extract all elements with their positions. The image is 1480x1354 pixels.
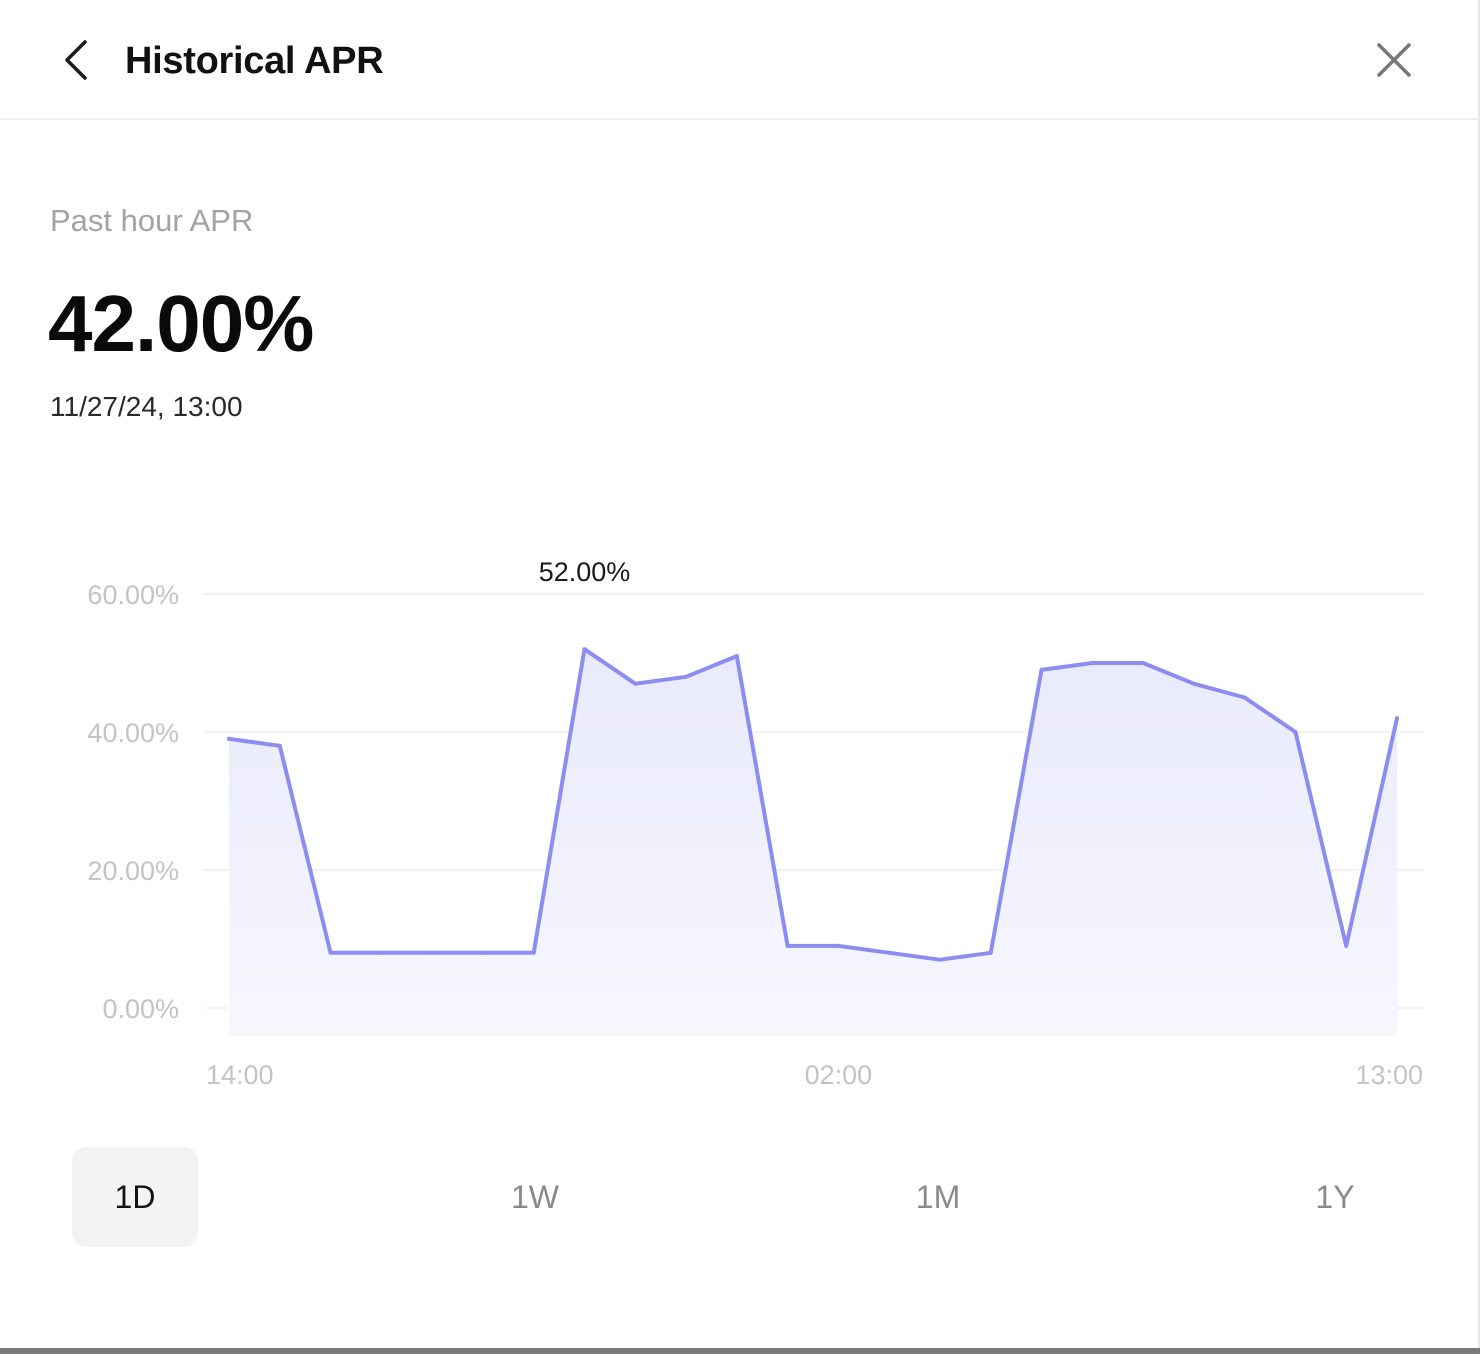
past-hour-apr-label: Past hour APR: [50, 203, 254, 238]
y-tick-label: 40.00%: [87, 718, 179, 748]
x-tick-label: 02:00: [805, 1060, 873, 1090]
data-point[interactable]: [531, 950, 536, 955]
data-point[interactable]: [887, 950, 892, 955]
data-point[interactable]: [988, 950, 993, 955]
data-point[interactable]: [684, 674, 689, 679]
y-tick-label: 60.00%: [87, 580, 179, 610]
close-icon: [1377, 43, 1411, 77]
data-point[interactable]: [785, 943, 790, 948]
data-point[interactable]: [277, 743, 282, 748]
x-tick-label: 13:00: [1355, 1060, 1423, 1090]
data-point[interactable]: [582, 647, 587, 652]
data-point[interactable]: [328, 950, 333, 955]
range-1y-button[interactable]: 1Y: [1315, 1178, 1355, 1215]
bottom-border: [0, 1348, 1480, 1354]
data-point[interactable]: [836, 943, 841, 948]
data-point[interactable]: [1242, 695, 1247, 700]
data-point[interactable]: [1141, 661, 1146, 665]
close-button[interactable]: [1364, 30, 1424, 90]
x-tick-label: 14:00: [206, 1060, 274, 1090]
data-point[interactable]: [1090, 661, 1095, 665]
y-tick-label: 20.00%: [87, 856, 179, 886]
apr-value: 42.00%: [48, 279, 314, 368]
area-fill: [229, 649, 1397, 1036]
data-point[interactable]: [1191, 681, 1196, 686]
data-point[interactable]: [1293, 730, 1298, 734]
apr-timestamp: 11/27/24, 13:00: [50, 391, 243, 422]
data-point[interactable]: [734, 654, 739, 659]
range-1w-button[interactable]: 1W: [511, 1178, 559, 1215]
data-point[interactable]: [430, 950, 435, 955]
data-point[interactable]: [1395, 716, 1399, 721]
data-point[interactable]: [1344, 943, 1349, 948]
y-tick-label: 0.00%: [102, 994, 179, 1024]
data-point[interactable]: [1039, 667, 1044, 672]
time-range-selector: 1D 1W 1M 1Y: [72, 1147, 1412, 1247]
back-button[interactable]: [48, 30, 104, 90]
apr-series-line: [227, 647, 1399, 962]
data-point[interactable]: [633, 681, 638, 686]
header: Historical APR: [0, 0, 1480, 120]
apr-chart-svg: 0.00% 20.00% 40.00% 60.00% 14:00 02:00 13:00 52…: [87, 557, 1424, 1090]
data-point[interactable]: [227, 736, 231, 741]
range-1d-button[interactable]: 1D: [72, 1147, 198, 1247]
data-point[interactable]: [480, 950, 485, 955]
peak-value-label: 52.00%: [539, 557, 631, 587]
range-1m-button[interactable]: 1M: [915, 1178, 961, 1215]
data-point[interactable]: [937, 957, 942, 962]
page-title: Historical APR: [125, 40, 384, 82]
apr-chart[interactable]: 0.00% 20.00% 40.00% 60.00% 14:00 02:00 13:00 52…: [0, 540, 1480, 1100]
data-point[interactable]: [379, 950, 384, 955]
chevron-left-icon: [65, 40, 87, 80]
